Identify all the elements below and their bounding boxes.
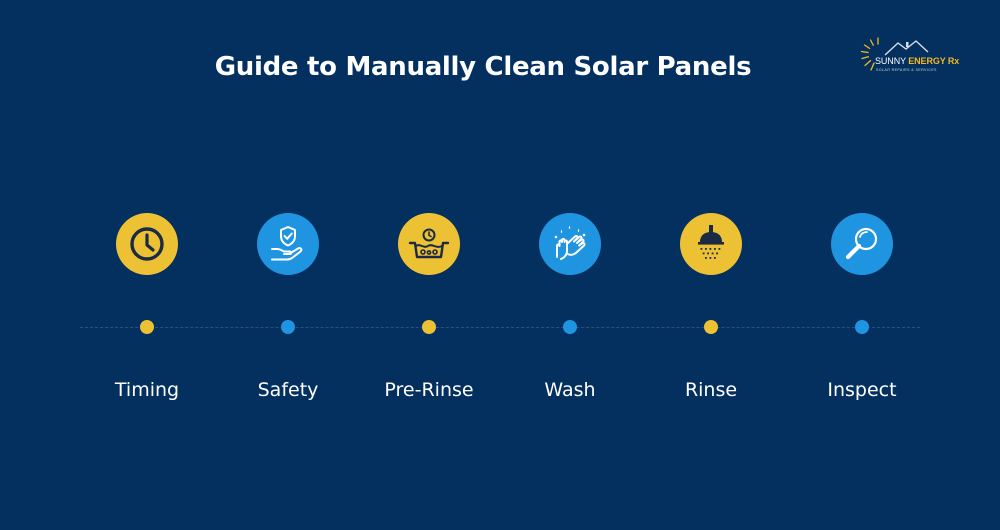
step-label: Safety: [257, 379, 319, 401]
timeline-line: [80, 327, 920, 328]
hands-washing-icon: [539, 213, 601, 275]
step-label: Wash: [544, 379, 596, 401]
timeline-dot: [704, 320, 718, 334]
step-label: Pre-Rinse: [384, 379, 474, 401]
hand-shield-icon: [257, 213, 319, 275]
step-label: Timing: [114, 379, 180, 401]
timeline-dot: [563, 320, 577, 334]
step-label: Inspect: [827, 379, 897, 401]
timeline-dot: [140, 320, 154, 334]
clock-icon: [116, 213, 178, 275]
timeline-dot: [281, 320, 295, 334]
page-title: Guide to Manually Clean Solar Panels: [214, 52, 752, 82]
timeline-dot: [855, 320, 869, 334]
step-label: Rinse: [684, 379, 738, 401]
step-pre-rinse: Pre-Rinse: [349, 0, 509, 530]
brand-logo: SUNNY ENERGY Rx SOLAR REPAIRS & SERVICES: [858, 32, 962, 78]
step-timing: Timing: [67, 0, 227, 530]
timeline-dot: [422, 320, 436, 334]
step-rinse: Rinse: [631, 0, 791, 530]
magnifier-icon: [831, 213, 893, 275]
brand-tagline: SOLAR REPAIRS & SERVICES: [876, 68, 937, 72]
step-wash: Wash: [490, 0, 650, 530]
brand-name: SUNNY ENERGY Rx: [875, 56, 960, 66]
step-inspect: Inspect: [782, 0, 942, 530]
step-safety: Safety: [208, 0, 368, 530]
sun-icon: [860, 37, 929, 71]
basin-icon: [398, 213, 460, 275]
shower-icon: [680, 213, 742, 275]
